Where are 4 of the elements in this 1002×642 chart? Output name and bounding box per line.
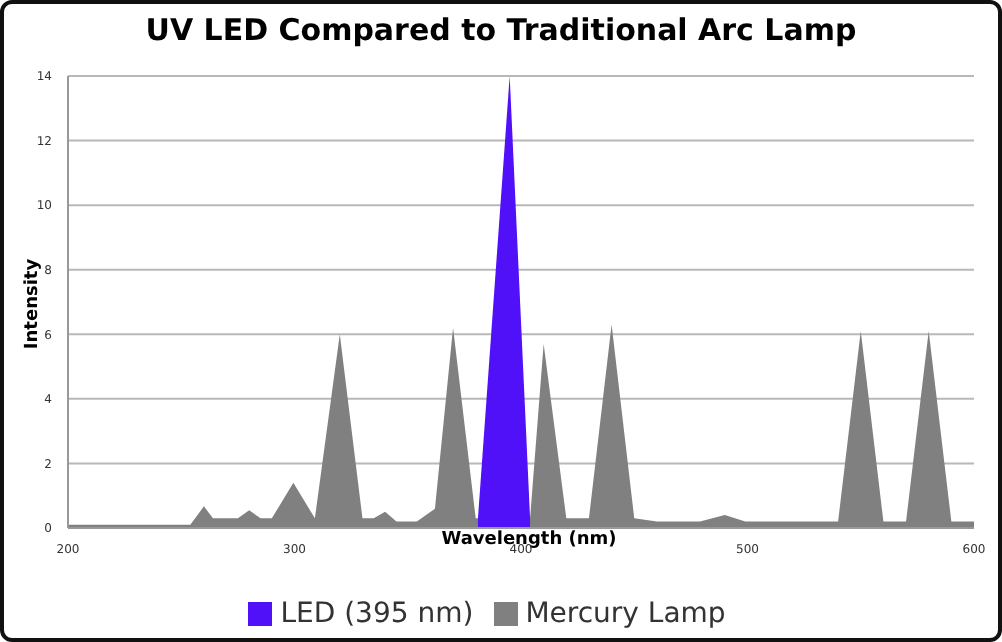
y-axis-title: Intensity bbox=[24, 258, 44, 350]
legend-label: Mercury Lamp bbox=[525, 598, 726, 630]
legend-label: LED (395 nm) bbox=[280, 598, 474, 630]
chart-title: UV LED Compared to Traditional Arc Lamp bbox=[143, 12, 859, 48]
